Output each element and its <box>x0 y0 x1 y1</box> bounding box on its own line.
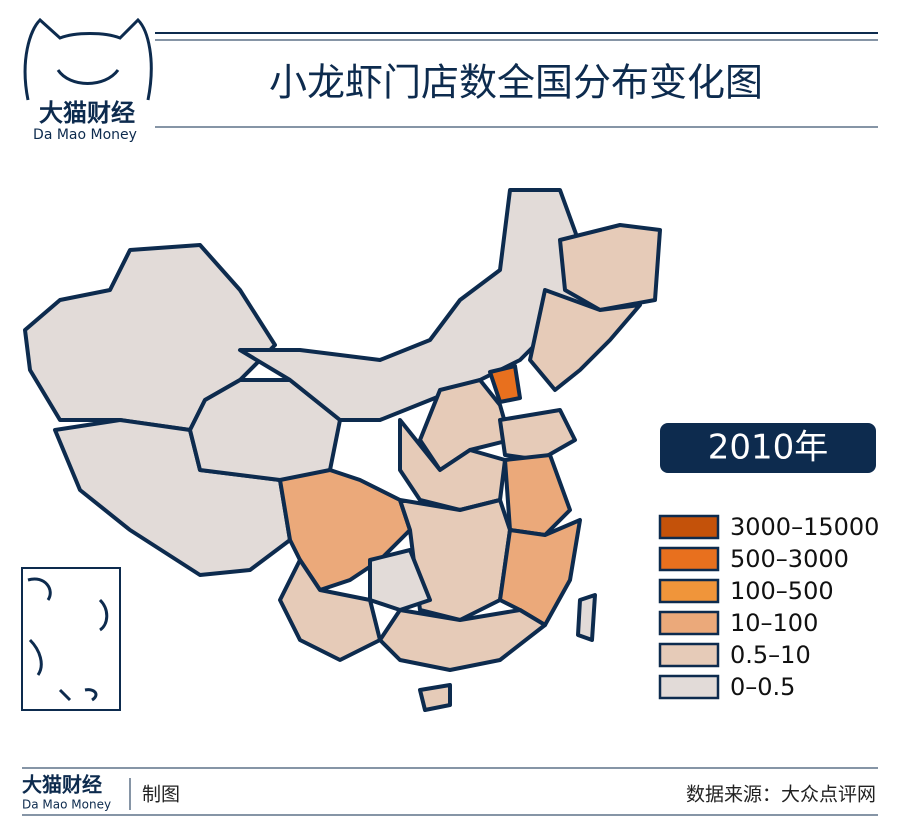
province-region <box>418 378 512 472</box>
logo-en: Da Mao Money <box>33 127 137 143</box>
province-region <box>528 288 642 392</box>
legend-label: 0–0.5 <box>730 673 795 701</box>
legend-swatch <box>658 642 720 668</box>
legend-swatch <box>658 610 720 636</box>
province-region <box>418 683 452 712</box>
logo-cn: 大猫财经 <box>39 99 135 127</box>
footer-logo-en: Da Mao Money <box>22 798 111 812</box>
year: 2010年 <box>708 428 829 468</box>
credit: 制图 <box>142 784 180 806</box>
inset-map <box>21 567 121 711</box>
province-region <box>278 558 382 662</box>
province-region <box>498 518 582 627</box>
legend-label: 3000–15000 <box>730 513 879 541</box>
legend: 3000–15000 500–3000 100–500 10–100 0.5–10 0–0… <box>658 513 879 701</box>
legend-swatch <box>658 578 720 604</box>
year-box <box>660 423 876 473</box>
province-region <box>503 453 572 537</box>
logo-cat <box>23 17 153 101</box>
legend-label: 0.5–10 <box>730 641 811 669</box>
source: 数据来源：大众点评网 <box>686 784 876 806</box>
map <box>23 188 662 712</box>
legend-label: 500–3000 <box>730 545 849 573</box>
province-region <box>488 364 522 404</box>
legend-label: 10–100 <box>730 609 818 637</box>
province-region <box>368 548 432 612</box>
legend-swatch <box>658 546 720 572</box>
legend-swatch <box>658 674 720 700</box>
logo <box>23 17 153 101</box>
legend-label: 100–500 <box>730 577 834 605</box>
province-region <box>498 408 577 462</box>
legend-swatch <box>658 514 720 540</box>
footer-logo-cn: 大猫财经 <box>22 773 102 797</box>
title: 小龙虾门店数全国分布变化图 <box>269 61 763 105</box>
logo-smile <box>56 69 120 85</box>
province-region <box>558 223 662 312</box>
province-region <box>378 608 547 672</box>
province-region <box>576 593 597 642</box>
